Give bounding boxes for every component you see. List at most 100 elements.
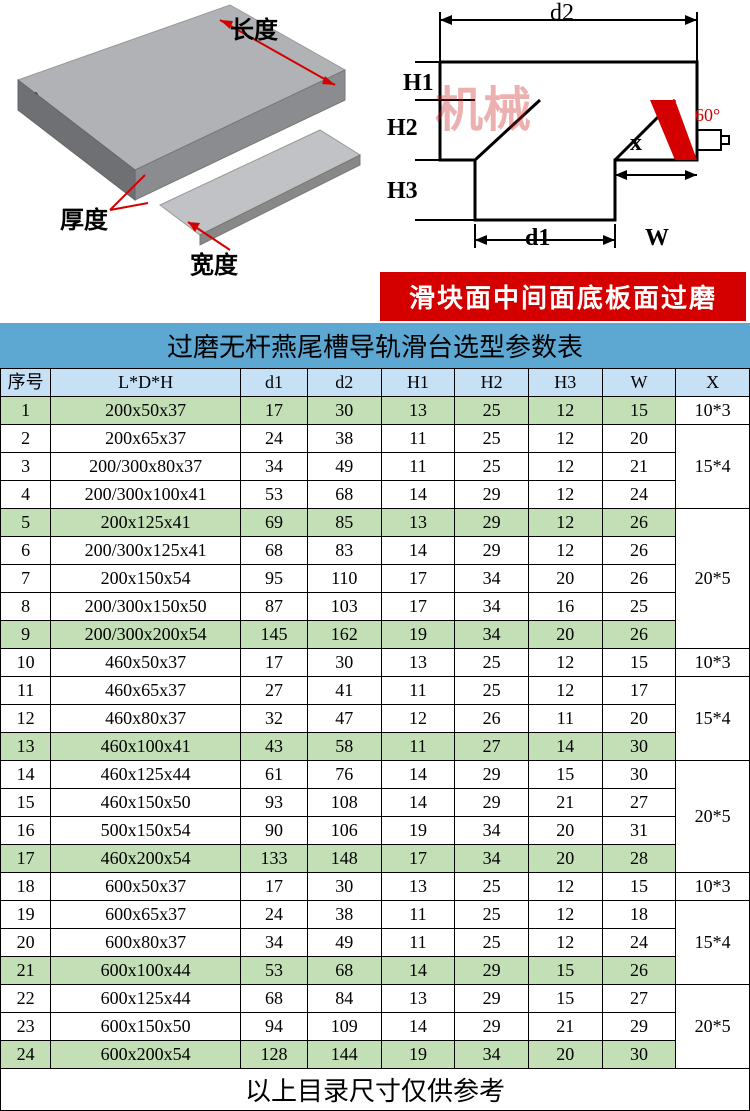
label-h3: H3 (387, 178, 418, 205)
table-row: 15460x150x509310814292127 (1, 789, 750, 817)
cell-ldh: 200/300x100x41 (51, 481, 241, 509)
cell-value: 25 (455, 425, 529, 453)
cell-value: 12 (528, 425, 602, 453)
cell-ldh: 200x150x54 (51, 565, 241, 593)
cell-value: 24 (240, 901, 307, 929)
cell-value: 27 (455, 733, 529, 761)
cell-value: 87 (240, 593, 307, 621)
cell-value: 128 (240, 1041, 307, 1069)
cell-value: 68 (307, 481, 381, 509)
cell-value: 30 (602, 733, 676, 761)
cell-ldh: 600x100x44 (51, 957, 241, 985)
table-row: 20600x80x37344911251224 (1, 929, 750, 957)
cell-value: 27 (602, 985, 676, 1013)
cell-value: 18 (602, 901, 676, 929)
cell-value: 29 (455, 789, 529, 817)
cell-value: 20 (528, 565, 602, 593)
cell-value: 43 (240, 733, 307, 761)
watermark-text: 机械 (435, 70, 531, 140)
cell-ldh: 200x50x37 (51, 397, 241, 425)
cell-value: 25 (455, 873, 529, 901)
table-row: 5200x125x4169851329122620*5 (1, 509, 750, 537)
table-row: 14460x125x4461761429153020*5 (1, 761, 750, 789)
cell-value: 17 (381, 565, 455, 593)
cell-value: 14 (381, 1013, 455, 1041)
cell-value: 12 (528, 481, 602, 509)
label-h2: H2 (387, 115, 418, 142)
cell-value: 29 (455, 537, 529, 565)
table-row: 4200/300x100x41536814291224 (1, 481, 750, 509)
cell-ldh: 200/300x150x50 (51, 593, 241, 621)
cell-value: 26 (602, 621, 676, 649)
table-footer: 以上目录尺寸仅供参考 (0, 1069, 750, 1111)
cell-x: 20*5 (676, 509, 750, 649)
cell-value: 162 (307, 621, 381, 649)
cell-value: 17 (602, 677, 676, 705)
cell-ldh: 600x200x54 (51, 1041, 241, 1069)
cell-value: 34 (455, 565, 529, 593)
cell-value: 30 (307, 649, 381, 677)
cell-value: 25 (455, 677, 529, 705)
cell-value: 83 (307, 537, 381, 565)
cell-value: 29 (455, 761, 529, 789)
cell-value: 19 (381, 817, 455, 845)
cell-x: 15*4 (676, 901, 750, 985)
cell-value: 12 (528, 649, 602, 677)
cell-value: 12 (528, 677, 602, 705)
cell-value: 31 (602, 817, 676, 845)
cell-value: 15 (602, 873, 676, 901)
cell-value: 15 (528, 985, 602, 1013)
cell-value: 14 (528, 733, 602, 761)
column-header: H3 (528, 369, 602, 397)
label-angle: 60° (695, 105, 720, 126)
cell-value: 53 (240, 957, 307, 985)
column-header: 序号 (1, 369, 51, 397)
red-notice-bar: 滑块面中间面底板面过磨 (380, 272, 746, 321)
cell-value: 68 (307, 957, 381, 985)
cell-x: 10*3 (676, 649, 750, 677)
cell-value: 17 (240, 649, 307, 677)
cell-value: 38 (307, 901, 381, 929)
cell-value: 19 (381, 621, 455, 649)
label-d2: d2 (550, 0, 574, 27)
cell-ldh: 500x150x54 (51, 817, 241, 845)
cell-value: 108 (307, 789, 381, 817)
cell-value: 20 (528, 845, 602, 873)
column-header: d1 (240, 369, 307, 397)
cell-value: 25 (455, 649, 529, 677)
cell-value: 12 (381, 705, 455, 733)
cell-x: 10*3 (676, 873, 750, 901)
cell-x: 20*5 (676, 761, 750, 873)
cell-value: 26 (602, 537, 676, 565)
table-title: 过磨无杆燕尾槽导轨滑台选型参数表 (0, 323, 750, 368)
label-h1: H1 (403, 70, 434, 97)
cell-value: 30 (602, 1041, 676, 1069)
cell-value: 49 (307, 453, 381, 481)
cell-value: 68 (240, 985, 307, 1013)
label-x: x (630, 130, 642, 157)
cell-ldh: 600x125x44 (51, 985, 241, 1013)
cell-index: 4 (1, 481, 51, 509)
cell-index: 10 (1, 649, 51, 677)
cell-value: 29 (455, 481, 529, 509)
cell-value: 16 (528, 593, 602, 621)
cell-value: 26 (602, 957, 676, 985)
cell-index: 17 (1, 845, 51, 873)
cell-index: 5 (1, 509, 51, 537)
column-header: X (676, 369, 750, 397)
cell-value: 15 (602, 397, 676, 425)
cell-x: 15*4 (676, 677, 750, 761)
cell-ldh: 460x50x37 (51, 649, 241, 677)
cell-index: 1 (1, 397, 51, 425)
cell-value: 85 (307, 509, 381, 537)
table-row: 7200x150x549511017342026 (1, 565, 750, 593)
cell-value: 24 (602, 481, 676, 509)
cell-value: 93 (240, 789, 307, 817)
cell-x: 15*4 (676, 425, 750, 509)
cell-value: 148 (307, 845, 381, 873)
cell-value: 34 (455, 593, 529, 621)
table-row: 2200x65x3724381125122015*4 (1, 425, 750, 453)
cell-value: 27 (240, 677, 307, 705)
cell-value: 41 (307, 677, 381, 705)
cell-value: 17 (381, 593, 455, 621)
